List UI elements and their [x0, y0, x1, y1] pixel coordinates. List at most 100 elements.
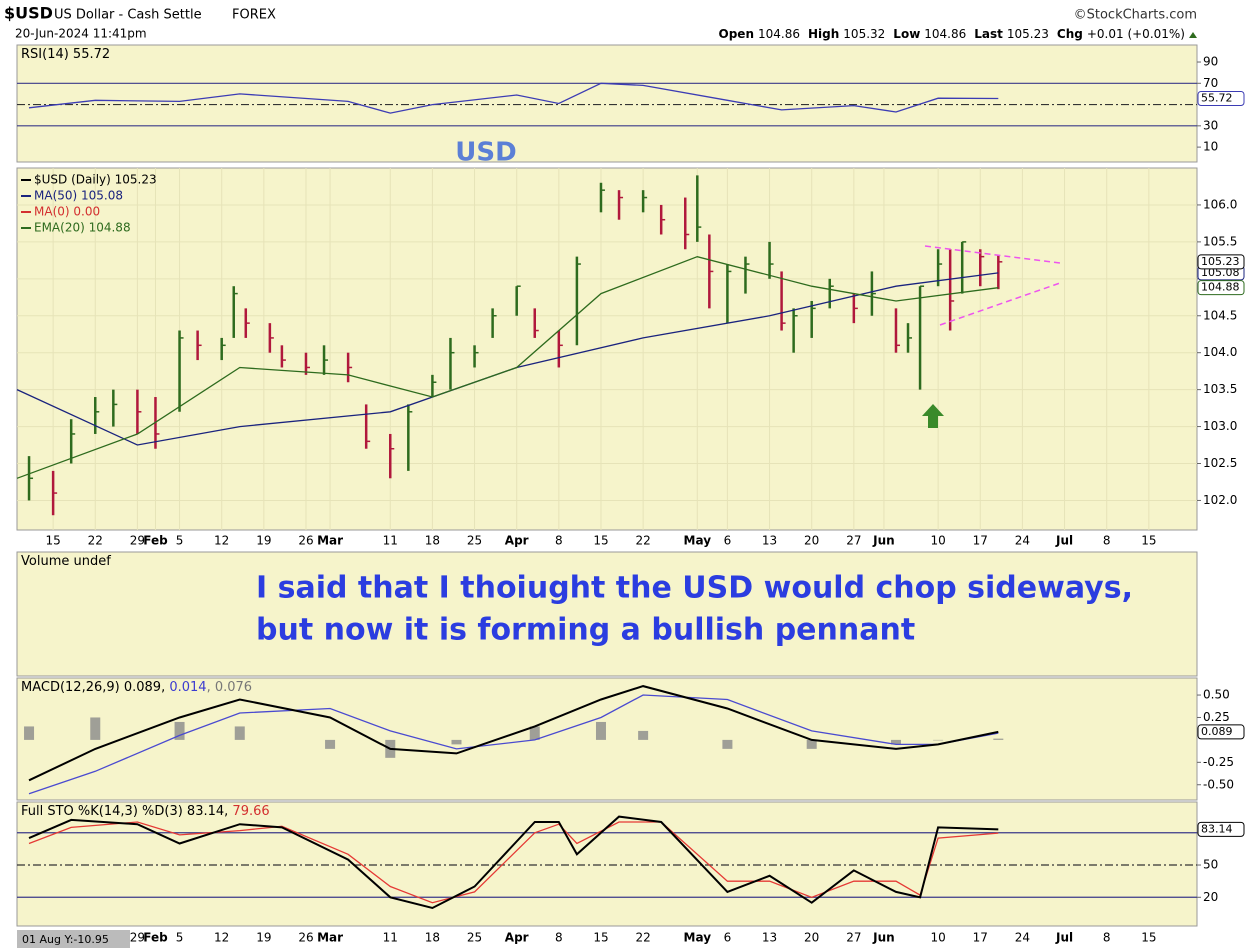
last-value-box — [1197, 90, 1245, 106]
x-tick-label: 29 — [130, 534, 145, 548]
title-part: , 0.076 — [207, 680, 252, 695]
legend-entry: EMA(20) 104.88 — [34, 221, 131, 235]
x-tick-label: 17 — [973, 931, 988, 945]
x-tick-label: 19 — [256, 931, 271, 945]
x-tick-label: 22 — [635, 931, 650, 945]
x-tick-label: 22 — [635, 534, 650, 548]
histogram-bar — [993, 738, 1004, 740]
histogram-bar — [451, 739, 462, 745]
series-line — [16, 256, 999, 479]
last-value-box — [1197, 254, 1245, 270]
quote-value: 104.86 — [758, 27, 800, 41]
chart-layer: 10 30 70 90 RSI(14) 55.72 USD 55.72 102.0 102.5 1… — [16, 44, 1245, 945]
legend-entry: MA(0) 0.00 — [34, 205, 100, 219]
instrument-name: US Dollar - Cash Settle — [54, 8, 202, 23]
x-tick-label: 18 — [425, 534, 440, 548]
y-tick-label: 0.50 — [1203, 688, 1230, 702]
y-tick-label: 103.5 — [1203, 382, 1237, 396]
y-tick-label: 30 — [1203, 118, 1218, 132]
x-tick-label: 13 — [762, 534, 777, 548]
panel — [16, 551, 1198, 677]
x-tick-label: Feb — [143, 534, 168, 548]
y-tick-label: 70 — [1203, 76, 1218, 90]
title-part: RSI(14) 55.72 — [21, 47, 110, 62]
x-tick-label: 20 — [804, 534, 819, 548]
histogram-bar — [722, 739, 733, 749]
panel — [16, 44, 1198, 163]
x-tick-label: 15 — [593, 931, 608, 945]
x-tick-label: 11 — [383, 931, 398, 945]
date: 20-Jun-2024 11:41pm — [15, 27, 147, 41]
legend-entry: $USD (Daily) 105.23 — [34, 173, 157, 187]
x-tick-label: 22 — [88, 534, 103, 548]
x-tick-label: 26 — [298, 534, 313, 548]
up-arrow-icon — [1189, 32, 1197, 38]
last-value-box — [1197, 280, 1245, 296]
title-part: 79.66 — [232, 804, 269, 819]
x-tick-label: 24 — [1015, 534, 1030, 548]
y-tick-label: 102.0 — [1203, 493, 1237, 507]
title-part: Full STO %K(14,3) %D(3) 83.14, — [21, 804, 232, 819]
y-tick-label: 105.5 — [1203, 234, 1237, 248]
x-tick-label: 25 — [467, 931, 482, 945]
x-tick-label: 29 — [130, 931, 145, 945]
x-tick-label: 15 — [1141, 534, 1156, 548]
x-tick-label: 25 — [467, 534, 482, 548]
panel-title: Volume undef — [21, 554, 111, 569]
x-tick-label: 13 — [762, 931, 777, 945]
x-tick-label: 5 — [176, 931, 184, 945]
legend-entry: MA(50) 105.08 — [34, 189, 123, 203]
series-line — [28, 82, 999, 114]
x-tick-label: 8 — [555, 931, 563, 945]
pennant-line — [924, 245, 1061, 264]
last-value-label: 83.14 — [1201, 822, 1233, 835]
y-tick-label: 106.0 — [1203, 197, 1237, 211]
last-value-label: 0.089 — [1201, 725, 1233, 738]
histogram-bar — [529, 726, 540, 740]
x-tick-label: 27 — [846, 931, 861, 945]
y-tick-label: 10 — [1203, 140, 1218, 154]
x-tick-label: 12 — [214, 931, 229, 945]
exchange: FOREX — [232, 8, 276, 23]
y-tick-label: 104.5 — [1203, 308, 1237, 322]
y-tick-label: 103.0 — [1203, 419, 1237, 433]
change-label: Chg — [1057, 27, 1083, 41]
x-tick-label: 26 — [298, 931, 313, 945]
histogram-bar — [638, 730, 649, 740]
arrow-annotation — [922, 404, 944, 428]
series-line — [28, 694, 999, 795]
quote-label: High — [808, 27, 839, 41]
histogram-bar — [595, 721, 606, 740]
series-line — [28, 685, 999, 782]
last-value-box — [1197, 821, 1245, 837]
quote-value: 105.23 — [1007, 27, 1049, 41]
x-tick-label: 15 — [45, 534, 60, 548]
x-tick-label: Jun — [872, 534, 895, 548]
pennant-line — [939, 282, 1061, 326]
y-tick-label: 90 — [1203, 55, 1218, 69]
x-tick-label: 5 — [176, 534, 184, 548]
x-tick-label: 10 — [930, 534, 945, 548]
histogram-bar — [933, 739, 944, 741]
cursor-readout: 01 Aug Y:-10.95 — [22, 933, 109, 946]
series-line — [28, 821, 999, 904]
x-tick-label: 8 — [555, 534, 563, 548]
y-tick-label: 20 — [1203, 890, 1218, 904]
x-tick-label: May — [684, 931, 712, 945]
brand: ©StockCharts.com — [1074, 8, 1197, 23]
y-tick-label: 0.25 — [1203, 710, 1230, 724]
x-tick-label: 15 — [593, 534, 608, 548]
quote-label: Open — [719, 27, 754, 41]
x-tick-label: 27 — [846, 534, 861, 548]
change-value: +0.01 (+0.01%) — [1087, 27, 1185, 41]
y-tick-label: 104.0 — [1203, 345, 1237, 359]
annotation: I said that I thoiught the USD would cho… — [256, 571, 1133, 606]
quote-value: 104.86 — [924, 27, 966, 41]
x-tick-label: 24 — [1015, 931, 1030, 945]
quote-value: 105.32 — [843, 27, 885, 41]
histogram-bar — [806, 739, 817, 749]
title-part: Volume undef — [21, 554, 111, 569]
x-tick-label: Jun — [872, 931, 895, 945]
x-tick-label: May — [684, 534, 712, 548]
